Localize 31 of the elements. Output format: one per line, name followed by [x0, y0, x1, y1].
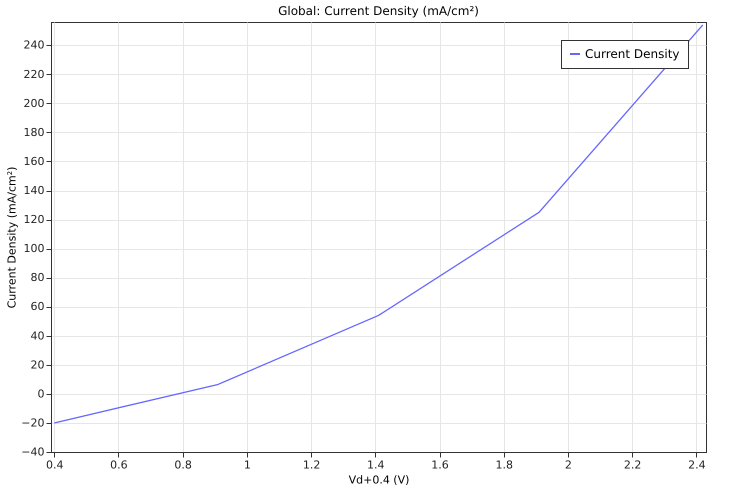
line-series — [54, 24, 704, 424]
x-tick-label: 1.6 — [431, 458, 449, 472]
x-tick-label: 0.8 — [174, 458, 192, 472]
y-tick-label: 120 — [24, 213, 44, 226]
y-tick-label: 240 — [24, 38, 44, 52]
x-tick-label: 0.6 — [110, 458, 128, 472]
legend-label: Current Density — [585, 47, 680, 61]
x-tick-label: 0.4 — [46, 458, 64, 472]
x-tick-label: 1.8 — [495, 458, 513, 472]
x-tick-label: 1 — [244, 458, 251, 472]
x-axis-title: Vd+0.4 (V) — [348, 474, 410, 486]
x-tick-label: 1.2 — [302, 458, 320, 472]
y-tick-label: 60 — [30, 300, 44, 314]
y-tick-label: 40 — [30, 329, 44, 342]
x-tick-label: 2.4 — [688, 458, 706, 472]
x-tick-label: 2.2 — [624, 458, 642, 472]
x-tick-label: 2 — [564, 458, 572, 472]
y-tick-label: 140 — [24, 184, 44, 198]
y-tick-label: −20 — [21, 416, 44, 430]
y-tick-label: 160 — [24, 154, 44, 168]
y-tick-label: 200 — [24, 96, 44, 110]
y-tick-label: 80 — [30, 271, 44, 284]
y-tick-label: 100 — [24, 242, 44, 256]
y-tick-label: −40 — [21, 446, 44, 458]
y-tick-label: 0 — [38, 387, 44, 400]
x-tick-label: 1.4 — [367, 458, 385, 472]
y-axis-title: Current Density (mA/cm²) — [5, 166, 18, 308]
y-tick-label: 20 — [30, 358, 44, 372]
y-tick-label: 220 — [24, 68, 44, 81]
y-tick-label: 180 — [24, 126, 44, 139]
chart-title: Global: Current Density (mA/cm²) — [278, 4, 479, 18]
